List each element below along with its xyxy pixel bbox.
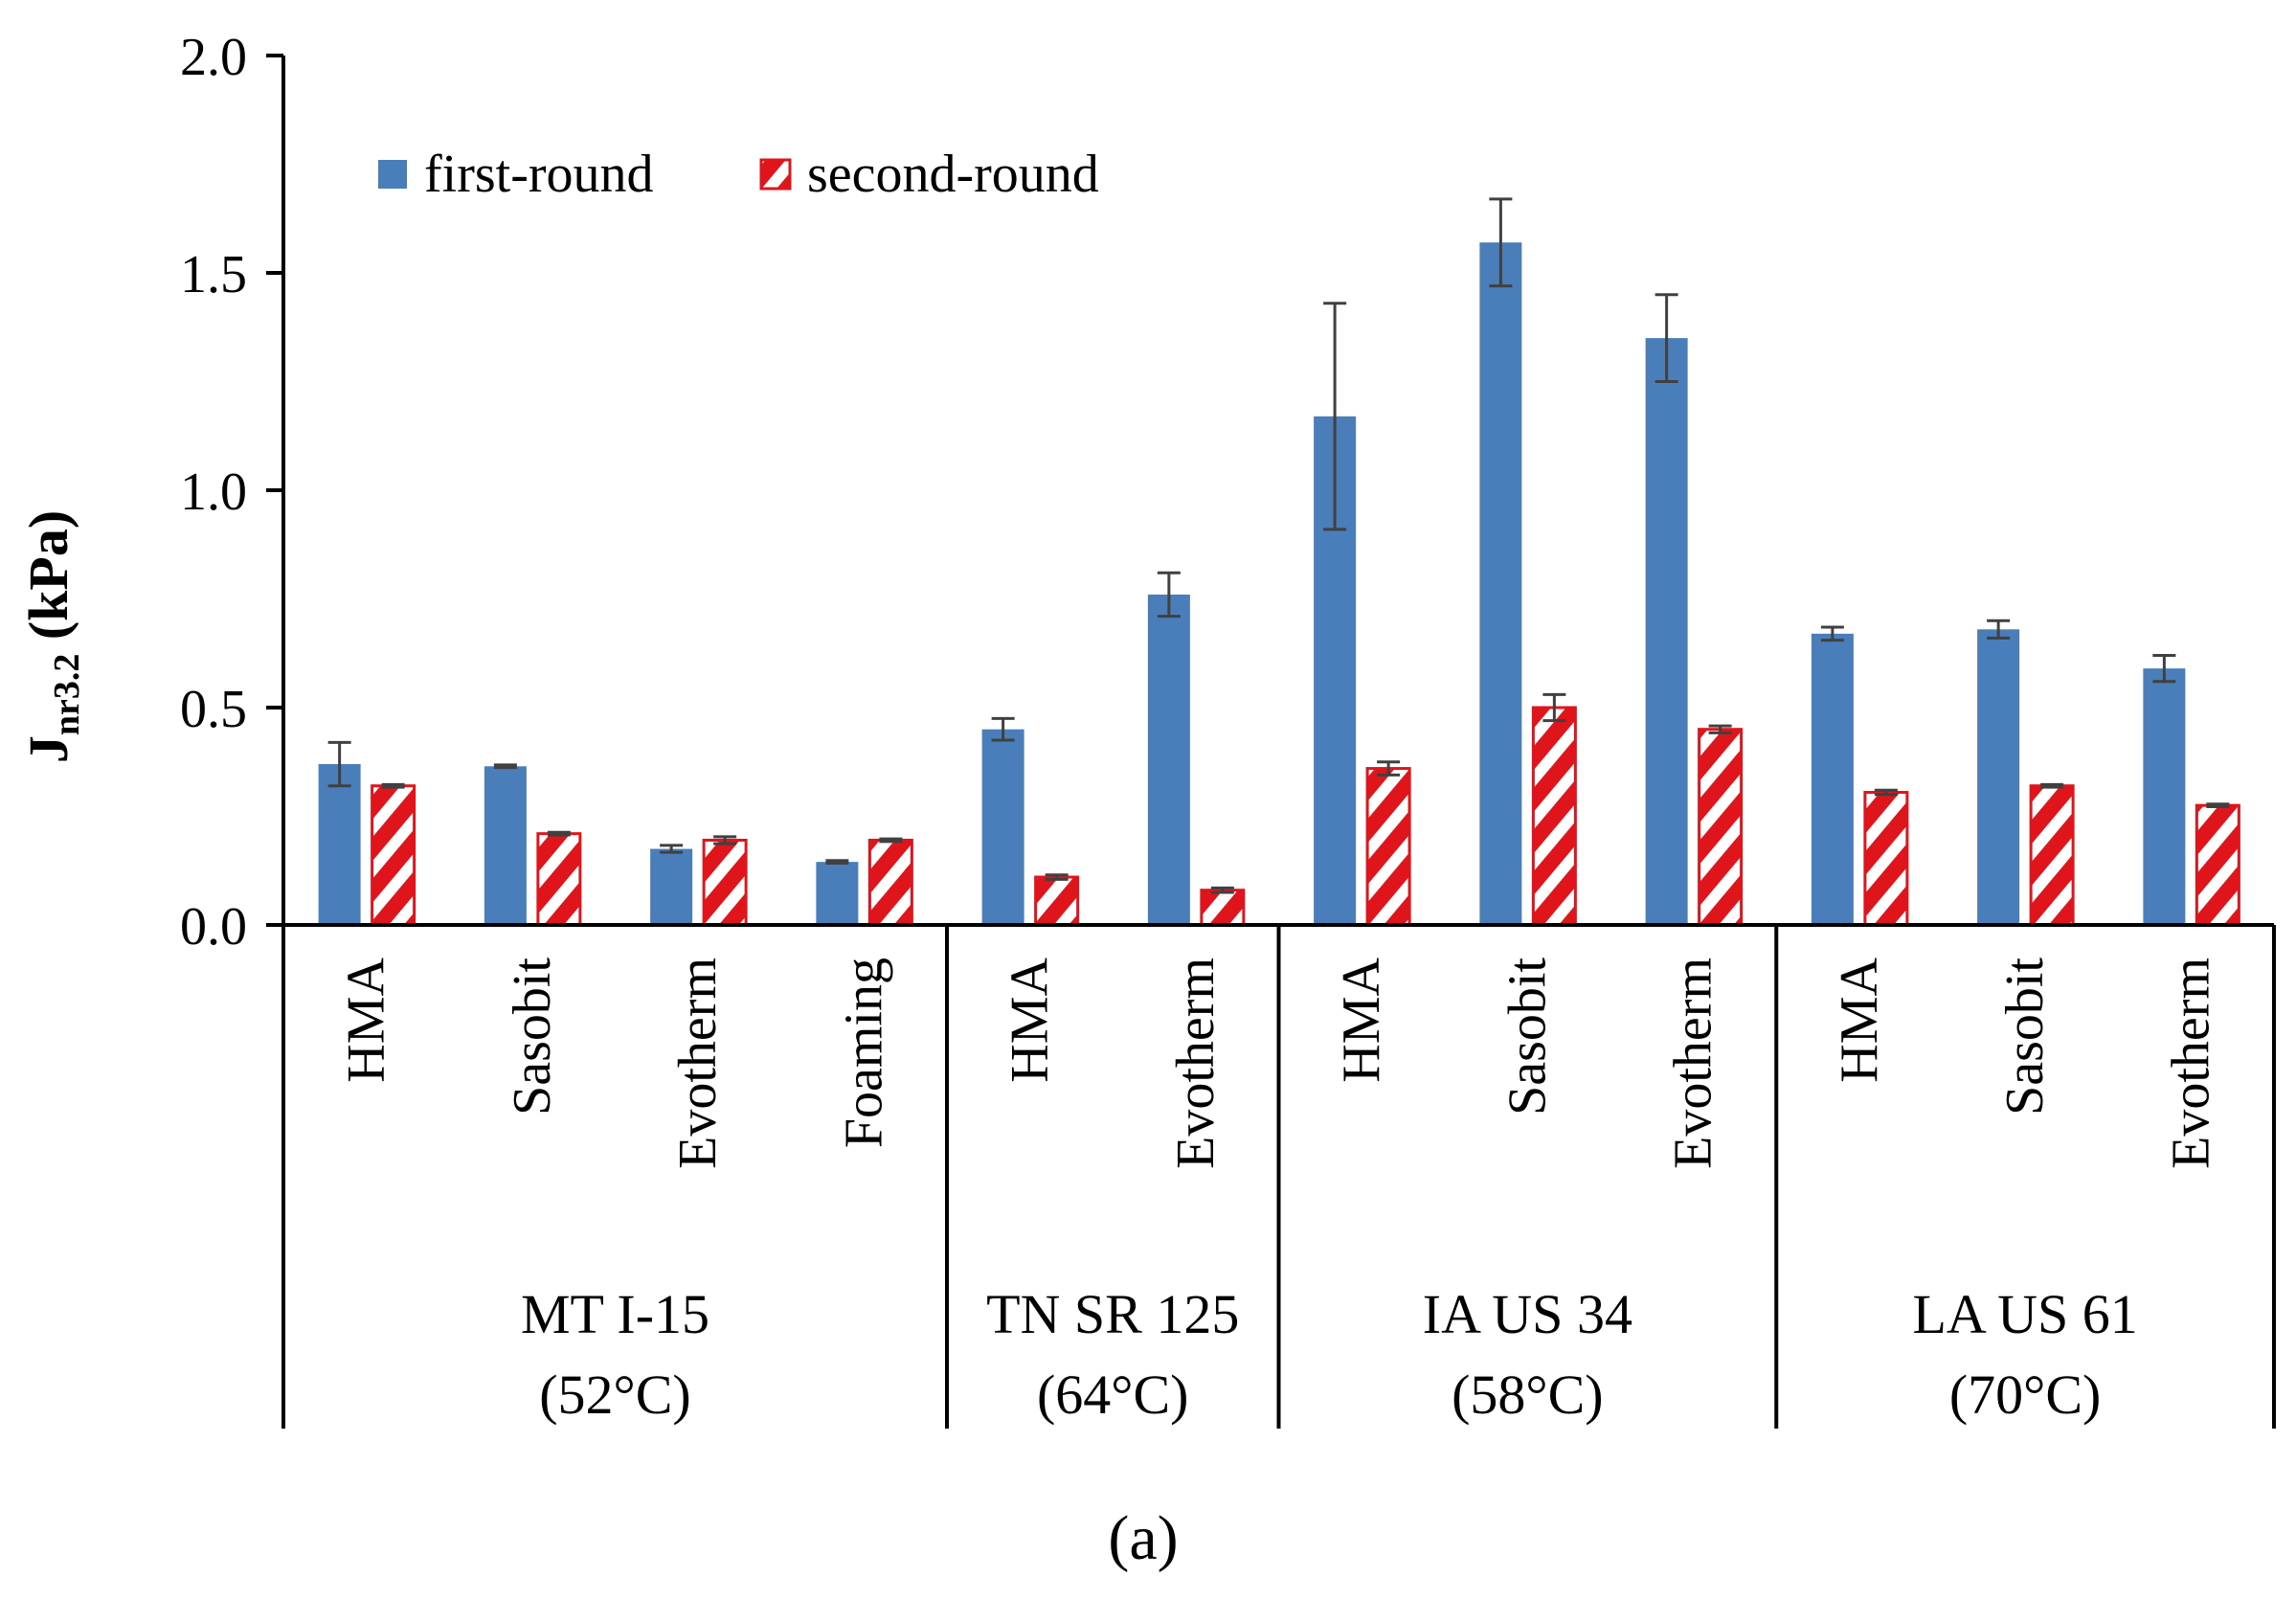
- x-category-label: Sasobit: [1497, 957, 1557, 1115]
- bar-second-round: [1531, 706, 1577, 927]
- bar-first-round: [318, 764, 361, 925]
- bar-second-round: [1200, 889, 1246, 927]
- y-tick-label: 2.0: [180, 28, 247, 87]
- bar-second-round: [536, 832, 582, 927]
- bars: [318, 197, 2240, 927]
- legend-label-first-round: first-round: [424, 145, 654, 204]
- x-category-label: HMA: [337, 957, 396, 1082]
- bar-second-round: [2195, 803, 2240, 927]
- group-label-temperature: (70°C): [1949, 1363, 2102, 1426]
- legend-label-second-round: second-round: [807, 145, 1099, 204]
- group-label-name: IA US 34: [1423, 1283, 1632, 1345]
- group-label-name: TN SR 125: [986, 1283, 1239, 1345]
- bar-second-round: [1365, 767, 1411, 927]
- x-category-label: HMA: [1332, 957, 1391, 1082]
- figure-caption: (a): [1108, 1503, 1178, 1573]
- x-group-labels: MT I-15 (52°C) TN SR 125 (64°C) IA US 34 (58°…: [521, 925, 2276, 1429]
- x-category-labels: HMA Sasobit Evotherm Foaming HMA Evotherm HMA S…: [337, 957, 2221, 1168]
- group-label-name: LA US 61: [1912, 1283, 2137, 1345]
- bar-second-round: [1863, 791, 1909, 927]
- bar-first-round: [484, 766, 527, 925]
- group-label-temperature: (64°C): [1037, 1363, 1189, 1426]
- legend: first-round second-round: [378, 145, 1099, 204]
- bar-second-round: [702, 838, 748, 927]
- y-axis-label-subscript: nr3.2: [47, 654, 87, 736]
- x-category-label: HMA: [1001, 957, 1060, 1082]
- legend-swatch-second-round: [759, 158, 792, 191]
- bar-first-round: [1147, 594, 1190, 925]
- bar-first-round: [1645, 338, 1688, 926]
- bar-second-round: [2029, 784, 2075, 927]
- x-category-label: Foaming: [834, 957, 893, 1148]
- x-category-label: Evotherm: [1664, 957, 1723, 1169]
- x-category-label: Sasobit: [503, 957, 562, 1115]
- bar-first-round: [1479, 242, 1522, 926]
- bar-second-round: [867, 838, 913, 927]
- group-label-temperature: (58°C): [1452, 1363, 1604, 1426]
- x-category-label: Evotherm: [1166, 957, 1226, 1169]
- y-axis-label-main: J: [17, 735, 79, 763]
- y-tick-label: 1.0: [180, 462, 247, 522]
- bar-second-round: [1034, 875, 1080, 927]
- x-category-label: Sasobit: [1995, 957, 2055, 1115]
- bar-first-round: [1977, 629, 2020, 925]
- bar-second-round: [371, 784, 416, 927]
- bar-first-round: [2143, 668, 2186, 925]
- bar-first-round: [816, 862, 859, 925]
- y-ticks: 0.0 0.5 1.0 1.5 2.0: [180, 28, 283, 957]
- x-category-label: Evotherm: [2161, 957, 2220, 1169]
- y-axis-label: Jnr3.2 (kPa): [17, 510, 87, 763]
- group-label-temperature: (52°C): [539, 1363, 691, 1426]
- bar-first-round: [650, 848, 693, 925]
- y-tick-label: 0.5: [180, 680, 247, 739]
- legend-swatch-first-round: [378, 160, 407, 189]
- bar-first-round: [981, 729, 1024, 925]
- group-label-name: MT I-15: [521, 1283, 709, 1345]
- x-category-label: Evotherm: [668, 957, 728, 1169]
- y-tick-label: 0.0: [180, 897, 247, 957]
- y-axis-label-unit: (kPa): [17, 510, 79, 654]
- x-category-label: HMA: [1830, 957, 1889, 1082]
- bar-first-round: [1811, 633, 1854, 925]
- bar-second-round: [1698, 728, 1744, 927]
- y-tick-label: 1.5: [180, 245, 247, 304]
